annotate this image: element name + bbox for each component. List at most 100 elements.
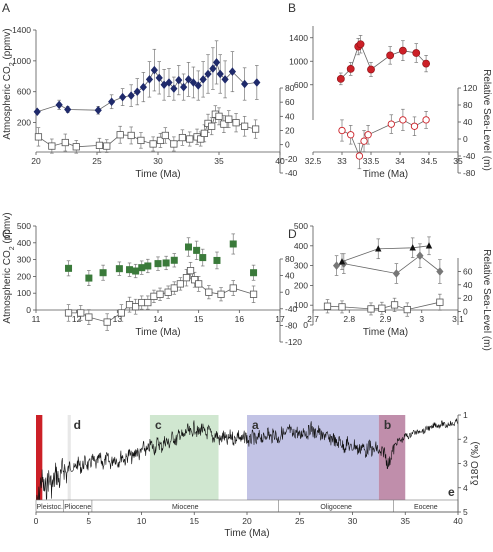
data-point — [436, 298, 444, 306]
x-tick-label: 13 — [113, 314, 123, 324]
data-point — [336, 74, 345, 83]
data-point — [115, 265, 123, 273]
data-point — [217, 290, 225, 298]
time-band — [378, 415, 406, 500]
x-axis-title: Time (Ma) — [135, 327, 180, 338]
data-point — [213, 256, 221, 264]
epoch-label: Pliocene — [64, 504, 91, 511]
x-tick-label: 0 — [34, 516, 39, 526]
data-point — [241, 122, 249, 130]
y-tick-label: 200 — [294, 280, 308, 290]
data-point — [228, 67, 237, 76]
data-point — [85, 274, 93, 282]
data-point — [133, 87, 141, 96]
data-point — [200, 129, 208, 137]
data-point — [139, 82, 147, 92]
data-point — [356, 40, 365, 49]
data-point — [209, 64, 217, 73]
data-point — [390, 301, 399, 309]
data-point — [338, 257, 346, 265]
data-point — [220, 120, 228, 128]
data-point — [360, 137, 368, 145]
data-point — [138, 298, 146, 307]
x-tick-label: 14 — [153, 314, 163, 324]
series-line — [68, 269, 254, 323]
data-point — [144, 298, 152, 307]
series-2 — [64, 261, 258, 331]
series-2 — [338, 108, 430, 170]
data-point — [132, 303, 140, 311]
data-point — [332, 261, 341, 270]
series-1 — [33, 40, 261, 117]
x-tick-label: 30 — [348, 516, 358, 526]
data-point — [436, 267, 444, 276]
data-point — [190, 276, 199, 284]
data-point — [422, 116, 430, 124]
x-tick-label: 15 — [190, 516, 200, 526]
y-tick-label: 100 — [294, 300, 308, 310]
data-point — [229, 284, 237, 292]
data-point — [186, 267, 195, 275]
x-tick-label: 12 — [72, 314, 82, 324]
series-line — [340, 43, 427, 80]
band-label-c: c — [155, 418, 162, 432]
data-point — [195, 280, 203, 288]
data-point — [61, 138, 69, 147]
data-point — [186, 135, 194, 143]
data-point — [216, 69, 224, 79]
band-label-a: a — [252, 418, 259, 432]
data-point — [99, 269, 107, 277]
y-tick-label: 2 — [463, 434, 468, 444]
data-point — [170, 84, 178, 93]
series-1 — [332, 243, 444, 284]
series-2 — [338, 236, 433, 270]
data-point — [398, 46, 407, 55]
series-line — [38, 113, 256, 148]
y2-tick-label: 0 — [285, 287, 290, 297]
x-tick-label: 40 — [453, 516, 463, 526]
data-point — [364, 131, 372, 139]
y-axis-title: δ18O (‰) — [470, 442, 481, 486]
data-point — [367, 65, 375, 74]
series-line — [341, 245, 430, 262]
y2-tick-label: -40 — [285, 304, 298, 314]
data-point — [399, 116, 407, 124]
x-tick-label: 5 — [86, 516, 91, 526]
data-point — [132, 267, 140, 275]
data-point — [150, 292, 158, 300]
data-point — [184, 75, 193, 84]
data-point — [175, 75, 183, 85]
data-point — [249, 290, 258, 298]
x-tick-label: 35 — [401, 516, 411, 526]
y-tick-label: 1000 — [289, 56, 308, 66]
y-tick-label: 600 — [294, 80, 308, 90]
epoch-label: Miocene — [172, 504, 199, 511]
data-point — [182, 274, 191, 282]
y2-tick-label: -80 — [285, 320, 298, 330]
data-point — [170, 256, 178, 264]
data-point — [144, 262, 152, 270]
x-tick-label: 34 — [395, 156, 405, 166]
y-tick-label: 500 — [17, 221, 31, 231]
y-tick-label: 500 — [294, 221, 308, 231]
data-point — [77, 309, 85, 317]
y2-tick-label: 0 — [285, 140, 290, 150]
y-tick-label: 0 — [26, 305, 31, 315]
y2-tick-label: -20 — [285, 154, 298, 164]
data-point — [126, 266, 134, 274]
x-tick-label: 20 — [242, 516, 252, 526]
y2-tick-label: 80 — [285, 83, 295, 93]
y-tick-label: 5 — [463, 507, 468, 517]
x-tick-label: 16 — [235, 314, 245, 324]
data-point — [160, 80, 168, 90]
y-tick-label: 300 — [294, 261, 308, 271]
y2-tick-label: 40 — [463, 280, 473, 290]
data-point — [205, 288, 213, 296]
y2-tick-label: -40 — [463, 151, 476, 161]
y-tick-label: 1000 — [12, 56, 31, 66]
data-point — [225, 115, 233, 123]
data-point — [197, 135, 205, 143]
data-point — [161, 131, 169, 140]
